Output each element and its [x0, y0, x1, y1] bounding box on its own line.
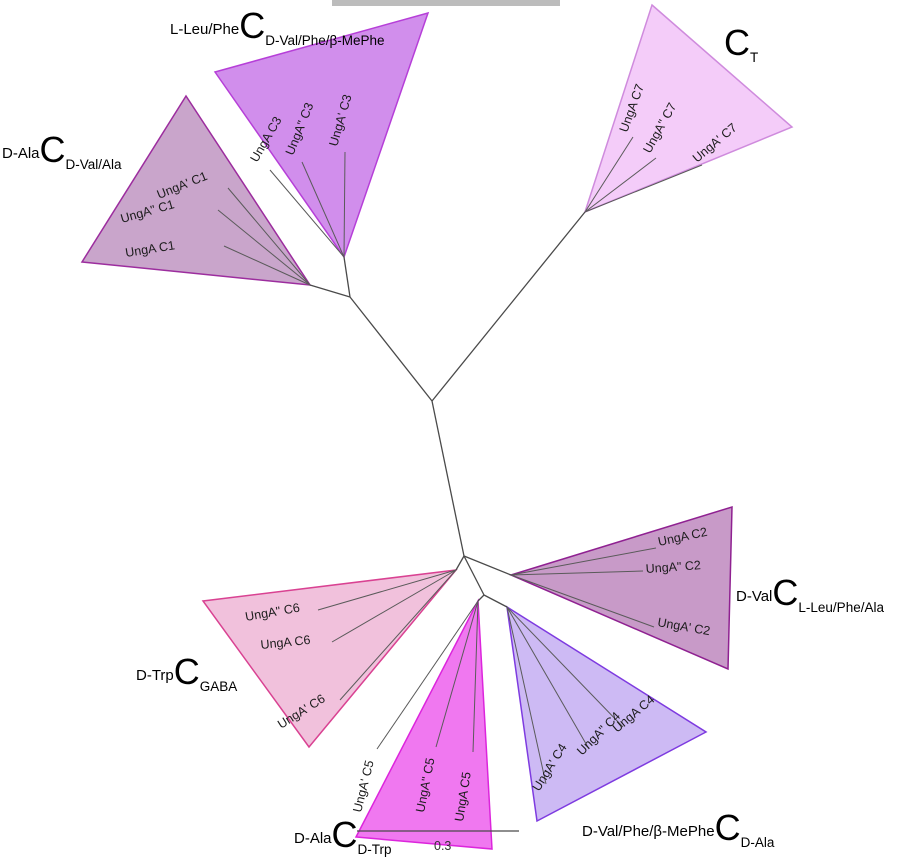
branch-line-0 [309, 284, 351, 298]
branch-line-2 [349, 296, 433, 402]
clade-triangle-c2 [508, 505, 733, 671]
top-artifact-bar [332, 0, 560, 6]
tip-branch-c3-1 [301, 161, 345, 258]
clade-title-c4: D-Val/Phe/β-MePheCD-Ala [582, 807, 775, 850]
tip-branch-c4-1 [506, 606, 590, 750]
tip-branch-c6-0 [317, 569, 457, 611]
clade-title-c6: D-TrpCGABA [136, 651, 237, 694]
tip-branch-c5-2 [472, 600, 479, 753]
tip-branch-c3-2 [343, 151, 346, 258]
tip-branch-c3-0 [269, 169, 345, 258]
tip-branch-c4-0 [506, 606, 624, 728]
tip-branch-c6-1 [331, 569, 457, 643]
branch-line-7 [463, 555, 485, 596]
clade-triangle-c4 [506, 605, 708, 823]
branch-line-6 [463, 555, 512, 576]
tip-branch-c7-2 [584, 164, 703, 213]
clade-triangle-c1 [80, 94, 312, 286]
clade-triangle-c3 [213, 11, 430, 259]
branch-line-8 [477, 594, 485, 602]
scale-bar-label: 0.3 [434, 839, 451, 853]
tip-label-c2-1: UngA" C2 [645, 558, 701, 576]
tip-branch-c5-0 [376, 600, 479, 750]
tip-branch-c7-0 [584, 136, 634, 213]
tip-branch-c5-1 [435, 600, 479, 748]
branch-line-1 [343, 256, 351, 298]
branch-line-9 [483, 594, 508, 608]
clade-title-c5: D-AlaCD-Trp [294, 814, 392, 857]
branch-line-5 [455, 555, 465, 571]
tip-label-c6-1: UngA C6 [260, 633, 311, 652]
clade-title-c1: D-AlaCD-Val/Ala [2, 129, 122, 172]
clade-title-c3: L-Leu/PheCD-Val/Phe/β-MePhe [170, 5, 385, 48]
tip-branch-c1-0 [227, 187, 311, 286]
branch-line-3 [431, 211, 586, 402]
clade-triangle-c7 [583, 3, 794, 214]
tip-branch-c4-2 [506, 606, 547, 785]
clade-title-c2: D-ValCL-Leu/Phe/Ala [736, 572, 884, 615]
clade-triangle-c5 [354, 598, 493, 850]
tip-branch-c1-2 [223, 245, 311, 286]
tip-branch-c2-2 [510, 574, 655, 628]
clade-title-c7: CT [724, 22, 758, 65]
branch-line-4 [431, 400, 465, 557]
clade-triangle-c6 [201, 569, 458, 749]
tip-branch-c6-2 [339, 569, 457, 701]
tip-branch-c2-0 [510, 547, 657, 576]
tip-branch-c1-1 [217, 209, 311, 286]
tip-branch-c2-1 [510, 570, 644, 576]
tip-branch-c7-1 [584, 157, 657, 213]
